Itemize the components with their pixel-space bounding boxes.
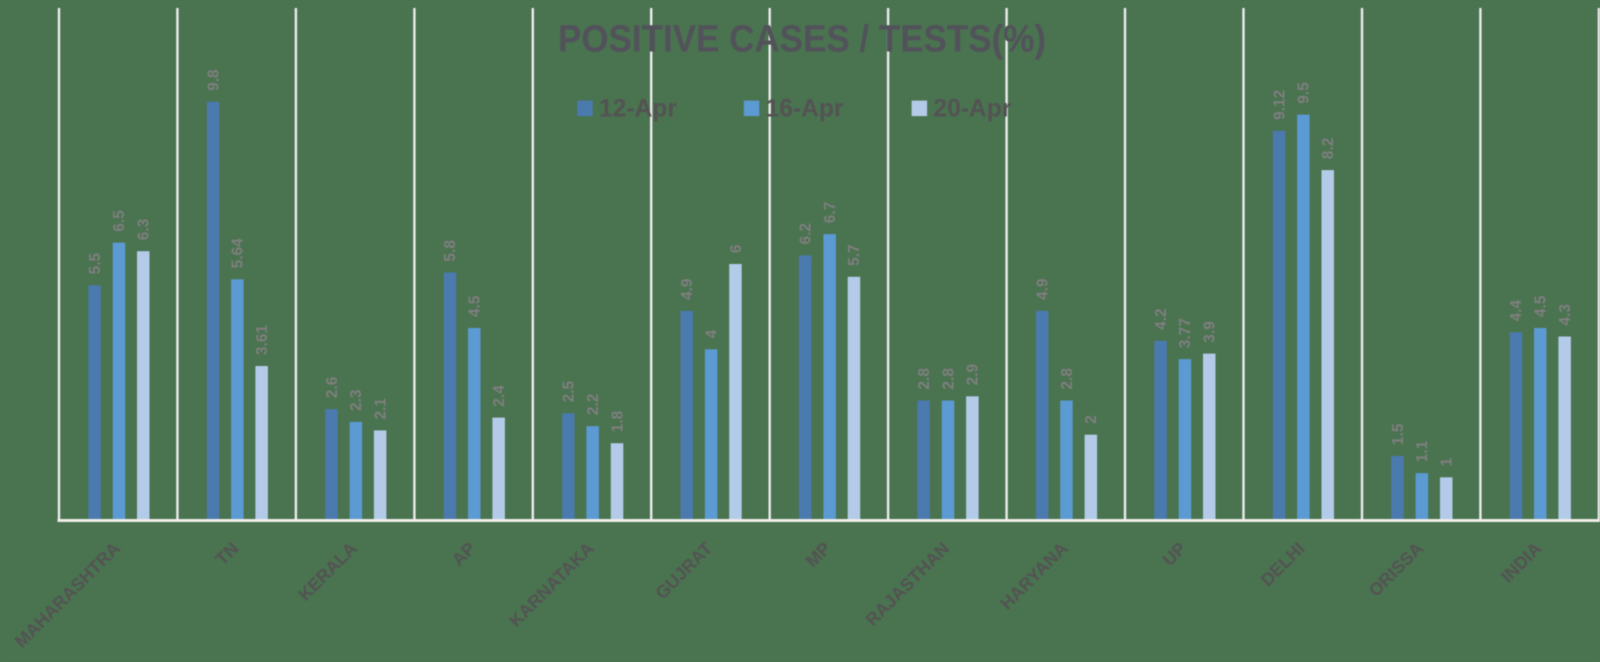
svg-text:2.2: 2.2 [585,394,602,416]
svg-text:6.7: 6.7 [822,202,839,224]
svg-text:4.9: 4.9 [679,278,696,300]
svg-text:2.8: 2.8 [940,368,957,390]
svg-text:4: 4 [703,329,720,338]
svg-text:9.12: 9.12 [1271,90,1288,120]
svg-text:1.8: 1.8 [609,410,626,432]
svg-text:2.4: 2.4 [491,385,508,407]
svg-text:2.9: 2.9 [965,363,982,385]
svg-text:2.1: 2.1 [372,398,389,420]
svg-text:8.2: 8.2 [1320,138,1337,160]
svg-text:4.4: 4.4 [1508,299,1525,321]
svg-text:5.5: 5.5 [87,252,104,274]
svg-text:16-Apr: 16-Apr [766,96,844,123]
svg-text:3.77: 3.77 [1177,318,1194,348]
svg-text:20-Apr: 20-Apr [933,96,1011,123]
svg-text:2.8: 2.8 [916,368,933,390]
svg-text:2.8: 2.8 [1059,368,1076,390]
svg-text:1.5: 1.5 [1390,423,1407,445]
svg-text:9.8: 9.8 [205,69,222,91]
svg-text:2.5: 2.5 [561,380,578,402]
svg-text:5.7: 5.7 [846,244,863,266]
svg-text:5.64: 5.64 [230,238,247,269]
svg-text:6: 6 [728,244,745,253]
svg-text:4.5: 4.5 [467,295,484,317]
svg-text:4.5: 4.5 [1533,295,1550,317]
svg-text:6.3: 6.3 [136,218,153,240]
svg-text:3.9: 3.9 [1202,321,1219,343]
svg-text:4.3: 4.3 [1557,304,1574,326]
svg-text:4.9: 4.9 [1035,278,1052,300]
svg-text:6.2: 6.2 [798,223,815,245]
svg-text:1: 1 [1439,457,1456,466]
svg-text:1.1: 1.1 [1414,440,1431,462]
svg-text:6.5: 6.5 [111,210,128,232]
svg-text:2: 2 [1083,415,1100,424]
svg-text:2.6: 2.6 [324,376,341,398]
svg-text:9.5: 9.5 [1296,82,1313,104]
svg-text:POSITIVE CASES / TESTS(%): POSITIVE CASES / TESTS(%) [558,19,1046,61]
svg-text:2.3: 2.3 [348,389,365,411]
svg-text:5.8: 5.8 [442,240,459,262]
svg-text:3.61: 3.61 [254,325,271,356]
svg-text:4.2: 4.2 [1153,308,1170,330]
svg-text:12-Apr: 12-Apr [599,96,677,123]
